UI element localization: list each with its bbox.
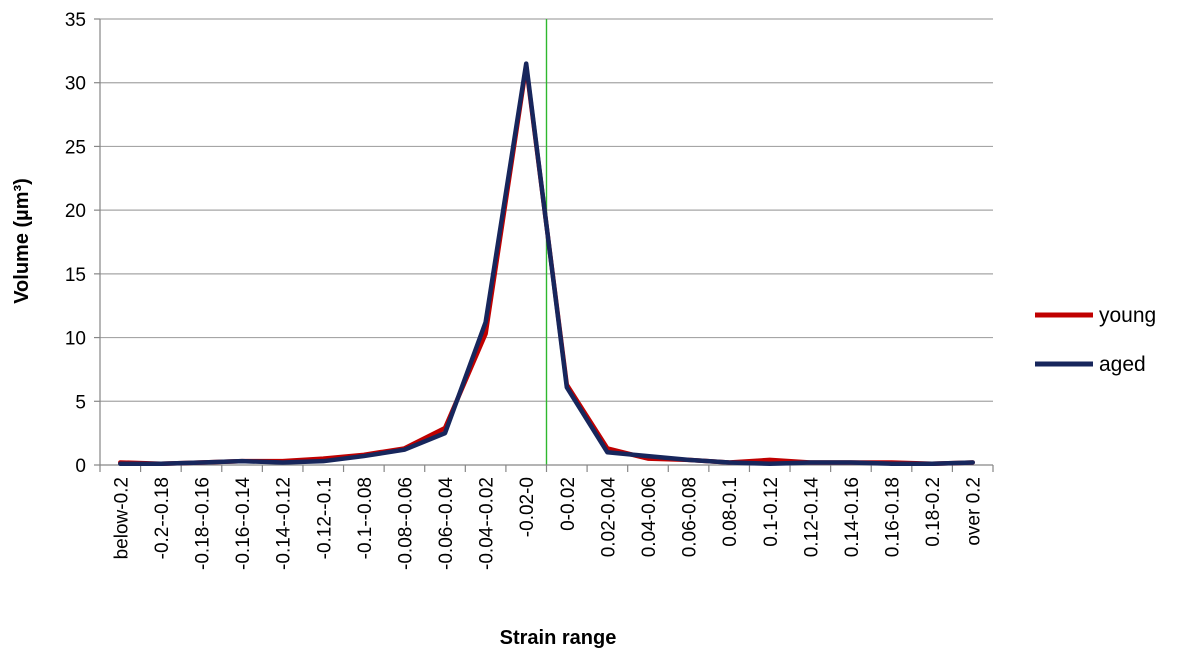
x-tick-label: 0.12-0.14 bbox=[801, 477, 822, 558]
y-tick-label: 25 bbox=[65, 137, 86, 158]
x-tick-label: -0.08--0.06 bbox=[395, 477, 416, 570]
x-tick-label: -0.02-0 bbox=[517, 477, 538, 537]
tick-labels: 0 5 10 15 20 25 30 35 below-0.2 -0.2--0.18 -0.18--… bbox=[65, 10, 985, 570]
x-tick-label: 0.18-0.2 bbox=[923, 477, 944, 547]
x-tick-label: 0.04-0.06 bbox=[639, 477, 660, 557]
x-tick-label: -0.12--0.1 bbox=[314, 477, 335, 559]
x-tick-label: 0.14-0.16 bbox=[842, 477, 863, 557]
legend: young aged bbox=[1035, 304, 1156, 376]
y-tick-label: 10 bbox=[65, 329, 86, 350]
x-tick-label: 0.02-0.04 bbox=[598, 477, 619, 558]
y-tick-label: 15 bbox=[65, 265, 86, 286]
series-lines bbox=[118, 61, 975, 466]
x-tick-label: 0-0.02 bbox=[558, 477, 579, 531]
axes bbox=[94, 18, 994, 472]
x-tick-label: -0.04--0.02 bbox=[477, 477, 498, 570]
x-tick-label: -0.18--0.16 bbox=[192, 477, 213, 570]
x-tick-label: -0.1--0.08 bbox=[355, 477, 376, 559]
legend-label-young: young bbox=[1099, 304, 1156, 327]
x-tick-label: 0.06-0.08 bbox=[680, 477, 701, 557]
y-tick-label: 0 bbox=[75, 456, 86, 477]
x-axis-title: Strain range bbox=[500, 627, 617, 649]
y-tick-label: 35 bbox=[65, 10, 86, 31]
x-tick-label: -0.16--0.14 bbox=[233, 477, 254, 570]
y-tick-label: 20 bbox=[65, 201, 86, 222]
y-axis-title: Volume (µm³) bbox=[11, 178, 33, 304]
x-tick-label: 0.16-0.18 bbox=[883, 477, 904, 557]
legend-label-aged: aged bbox=[1099, 353, 1146, 376]
x-tick-label: 0.08-0.1 bbox=[720, 477, 741, 547]
y-tick-label: 5 bbox=[75, 392, 86, 413]
x-tick-label: over 0.2 bbox=[964, 477, 985, 546]
x-tick-label: -0.06--0.04 bbox=[436, 477, 457, 570]
y-tick-label: 30 bbox=[65, 74, 86, 95]
series-line-aged bbox=[118, 61, 975, 466]
x-tick-label: -0.2--0.18 bbox=[152, 477, 173, 559]
x-tick-label: -0.14--0.12 bbox=[274, 477, 295, 570]
x-tick-label: 0.1-0.12 bbox=[761, 477, 782, 547]
x-tick-label: below-0.2 bbox=[111, 477, 132, 559]
